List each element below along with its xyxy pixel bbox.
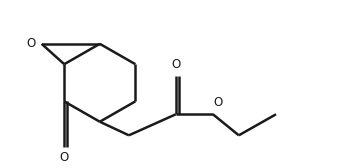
Text: O: O bbox=[213, 96, 222, 110]
Text: O: O bbox=[171, 58, 180, 71]
Text: O: O bbox=[60, 151, 69, 164]
Text: O: O bbox=[26, 37, 35, 50]
